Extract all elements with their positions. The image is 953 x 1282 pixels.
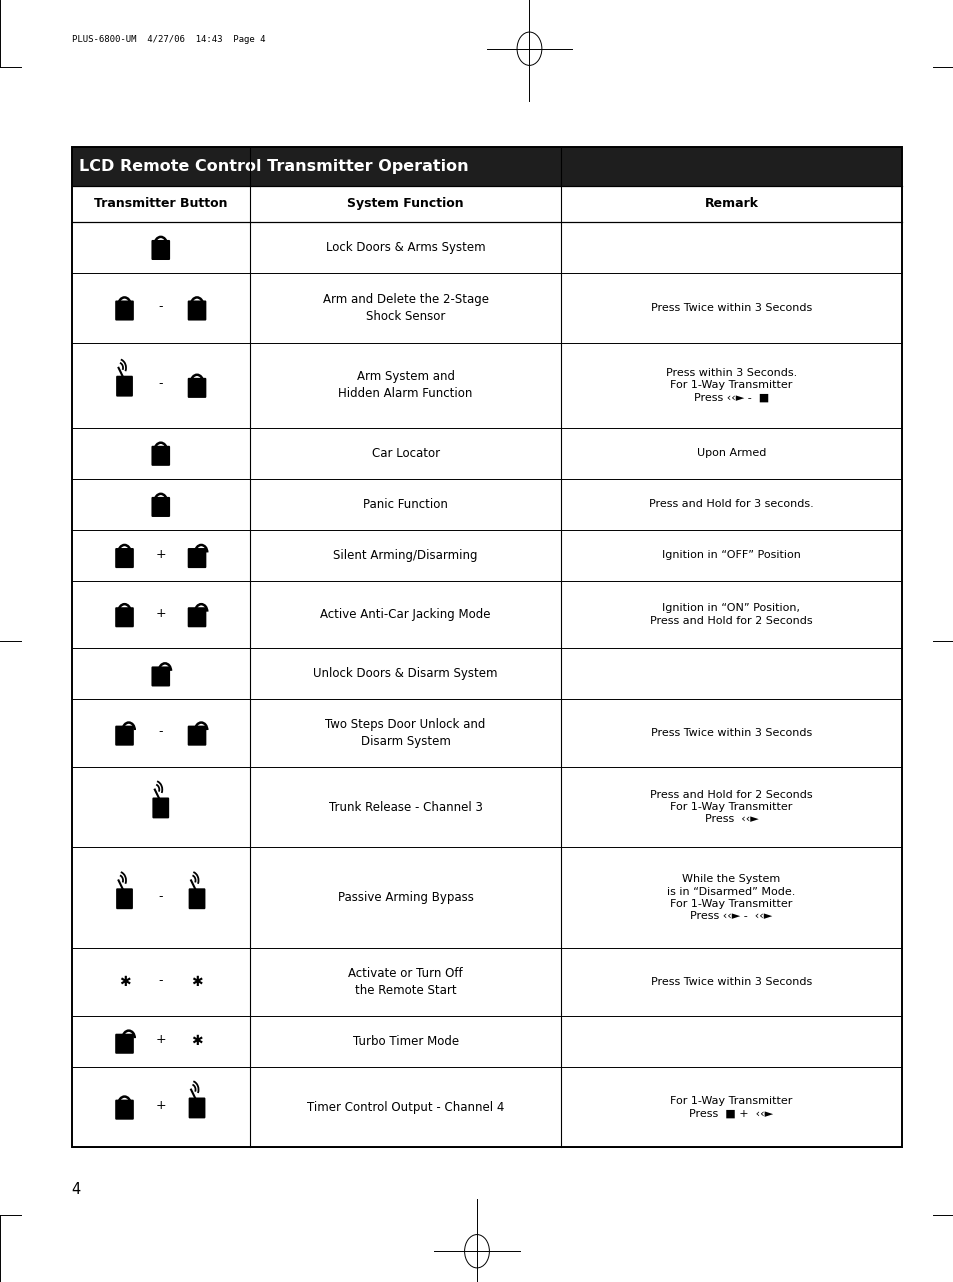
Text: Unlock Doors & Disarm System: Unlock Doors & Disarm System [313, 668, 497, 681]
Text: Press and Hold for 2 Seconds
For 1-Way Transmitter
Press  ‹‹►: Press and Hold for 2 Seconds For 1-Way T… [649, 790, 812, 824]
Text: Press Twice within 3 Seconds: Press Twice within 3 Seconds [650, 728, 811, 738]
FancyBboxPatch shape [115, 608, 133, 627]
FancyBboxPatch shape [152, 240, 170, 260]
Bar [71, 529, 901, 581]
Text: Press Twice within 3 Seconds: Press Twice within 3 Seconds [650, 977, 811, 987]
Text: Car Locator: Car Locator [371, 446, 439, 460]
Text: 4: 4 [71, 1182, 81, 1197]
Text: Two Steps Door Unlock and
Disarm System: Two Steps Door Unlock and Disarm System [325, 718, 485, 747]
Text: Press Twice within 3 Seconds: Press Twice within 3 Seconds [650, 303, 811, 313]
Bar [71, 428, 901, 478]
Text: ✱: ✱ [191, 974, 203, 988]
FancyBboxPatch shape [188, 547, 206, 568]
Text: Turbo Timer Mode: Turbo Timer Mode [353, 1035, 458, 1047]
Bar [71, 342, 901, 428]
FancyBboxPatch shape [152, 667, 170, 686]
FancyBboxPatch shape [188, 608, 206, 627]
Text: Timer Control Output - Channel 4: Timer Control Output - Channel 4 [307, 1100, 504, 1114]
FancyBboxPatch shape [115, 547, 133, 568]
Bar [71, 222, 901, 273]
FancyBboxPatch shape [188, 378, 206, 397]
Text: +: + [155, 547, 166, 560]
Bar [71, 147, 901, 186]
Text: Transmitter Button: Transmitter Button [94, 197, 227, 210]
FancyBboxPatch shape [189, 888, 205, 909]
Text: Arm System and
Hidden Alarm Function: Arm System and Hidden Alarm Function [338, 370, 473, 400]
Text: Press within 3 Seconds.
For 1-Way Transmitter
Press ‹‹► -  ■: Press within 3 Seconds. For 1-Way Transm… [665, 368, 796, 403]
Bar [71, 847, 901, 949]
Text: Activate or Turn Off
the Remote Start: Activate or Turn Off the Remote Start [348, 967, 462, 996]
Bar [71, 478, 901, 529]
FancyBboxPatch shape [116, 376, 132, 396]
FancyBboxPatch shape [188, 726, 206, 746]
Bar [71, 1015, 901, 1067]
Text: Upon Armed: Upon Armed [696, 449, 765, 458]
Text: -: - [158, 890, 163, 903]
Text: +: + [155, 1033, 166, 1046]
Text: System Function: System Function [347, 197, 463, 210]
FancyBboxPatch shape [115, 726, 133, 746]
Bar [71, 700, 901, 767]
Text: Remark: Remark [703, 197, 758, 210]
Text: Active Anti-Car Jacking Mode: Active Anti-Car Jacking Mode [320, 608, 491, 622]
FancyBboxPatch shape [152, 497, 170, 517]
Text: Silent Arming/Disarming: Silent Arming/Disarming [333, 549, 477, 562]
Text: ✱: ✱ [191, 1035, 203, 1049]
Text: For 1-Way Transmitter
Press  ■ +  ‹‹►: For 1-Way Transmitter Press ■ + ‹‹► [670, 1096, 792, 1118]
Text: +: + [155, 1099, 166, 1113]
Text: While the System
is in “Disarmed” Mode.
For 1-Way Transmitter
Press ‹‹► -  ‹‹►: While the System is in “Disarmed” Mode. … [666, 874, 795, 922]
Text: ✱: ✱ [118, 974, 131, 988]
Text: -: - [158, 377, 163, 391]
Text: -: - [158, 300, 163, 313]
Bar [71, 273, 901, 342]
Text: Passive Arming Bypass: Passive Arming Bypass [337, 891, 473, 904]
FancyBboxPatch shape [115, 1033, 133, 1054]
FancyBboxPatch shape [152, 446, 170, 465]
FancyBboxPatch shape [152, 797, 169, 818]
Bar [71, 581, 901, 649]
Text: PLUS-6800-UM  4/27/06  14:43  Page 4: PLUS-6800-UM 4/27/06 14:43 Page 4 [71, 35, 265, 44]
Text: Ignition in “OFF” Position: Ignition in “OFF” Position [661, 550, 800, 560]
Text: Panic Function: Panic Function [363, 497, 448, 510]
FancyBboxPatch shape [115, 1100, 133, 1119]
Text: LCD Remote Control Transmitter Operation: LCD Remote Control Transmitter Operation [79, 159, 468, 174]
Text: Trunk Release - Channel 3: Trunk Release - Channel 3 [329, 800, 482, 814]
Text: +: + [155, 606, 166, 620]
Bar [71, 186, 901, 222]
Text: -: - [158, 974, 163, 987]
Bar [71, 649, 901, 700]
Bar [71, 949, 901, 1015]
Bar [71, 147, 901, 1147]
Bar [71, 767, 901, 847]
Bar [71, 1067, 901, 1147]
Text: -: - [158, 726, 163, 738]
Text: Ignition in “ON” Position,
Press and Hold for 2 Seconds: Ignition in “ON” Position, Press and Hol… [649, 604, 812, 626]
Text: Arm and Delete the 2-Stage
Shock Sensor: Arm and Delete the 2-Stage Shock Sensor [322, 294, 488, 323]
Text: Lock Doors & Arms System: Lock Doors & Arms System [326, 241, 485, 254]
FancyBboxPatch shape [115, 300, 133, 320]
FancyBboxPatch shape [188, 300, 206, 320]
FancyBboxPatch shape [189, 1097, 205, 1118]
FancyBboxPatch shape [116, 888, 132, 909]
Text: Press and Hold for 3 seconds.: Press and Hold for 3 seconds. [648, 499, 813, 509]
